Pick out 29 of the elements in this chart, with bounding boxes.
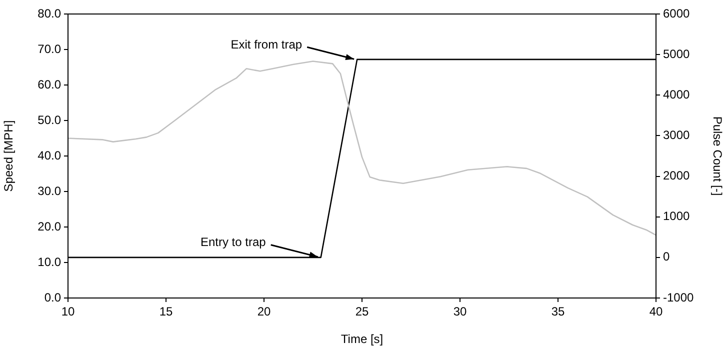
- annotation: Exit from trap: [230, 37, 302, 52]
- y2-tick-label: 5000: [663, 46, 690, 61]
- y2-tick-label: 6000: [663, 6, 690, 20]
- y-tick-label: 30.0: [38, 184, 62, 198]
- y-tick-label: 10.0: [38, 254, 62, 269]
- y2-tick-label: -1000: [663, 290, 694, 304]
- y-axis-title: Speed [MPH]: [2, 120, 16, 192]
- x-tick-label: 40: [649, 304, 663, 319]
- x-tick-label: 25: [355, 304, 369, 319]
- x-tick-label: 20: [257, 304, 271, 319]
- y-tick-label: 60.0: [38, 77, 62, 92]
- y-tick-label: 40.0: [38, 148, 62, 162]
- y2-tick-label: 0: [663, 250, 670, 264]
- annotation: Entry to trap: [200, 235, 266, 250]
- y-tick-label: 0.0: [44, 290, 62, 304]
- y2-tick-label: 4000: [663, 87, 690, 102]
- x-tick-label: 10: [61, 304, 75, 319]
- y-tick-label: 80.0: [38, 6, 62, 20]
- x-tick-label: 30: [453, 304, 467, 319]
- y-tick-label: 20.0: [38, 219, 62, 234]
- y2-axis-title: Pulse Count [-]: [710, 116, 724, 196]
- y2-tick-label: 3000: [663, 128, 690, 142]
- y-tick-label: 50.0: [38, 112, 62, 127]
- y2-tick-label: 1000: [663, 209, 690, 224]
- y-tick-label: 70.0: [38, 42, 62, 56]
- x-tick-label: 15: [159, 304, 173, 319]
- x-axis-title: Time [s]: [340, 332, 384, 346]
- x-tick-label: 35: [551, 304, 565, 319]
- y2-tick-label: 2000: [663, 168, 690, 183]
